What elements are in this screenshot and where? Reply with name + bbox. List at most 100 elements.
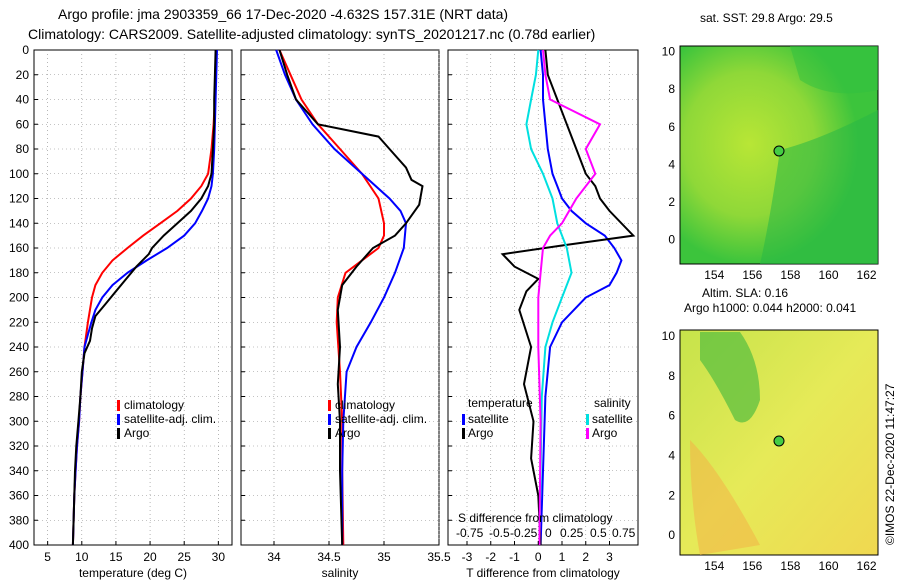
x-tick-label: 10 — [75, 550, 89, 564]
x-tick-label: 30 — [212, 550, 226, 564]
x-tick-label: 35 — [377, 550, 391, 564]
sla-map-axes: 154 156 158 160 162 10 8 6 4 2 0 — [662, 329, 877, 573]
x-tick-label: 34.5 — [317, 550, 341, 564]
profile-title: Argo profile: jma 2903359_66 17-Dec-2020… — [58, 6, 509, 22]
series-line-argo — [71, 49, 217, 546]
map-x-tick-label: 154 — [704, 559, 724, 573]
map-y-tick-label: 2 — [668, 488, 675, 502]
salinity-difference-axis-label: S difference from climatology — [458, 511, 613, 525]
sal-diff-tick-7: 0.75 — [612, 526, 636, 540]
depth-tick-label: 200 — [9, 291, 29, 305]
depth-axis: 0 20 40 60 80 100 120 140 160 180 200 220 240 260 280 3… — [9, 43, 29, 552]
sal-diff-tick-6: 0.5 — [590, 526, 607, 540]
map-x-tick-label: 160 — [818, 559, 838, 573]
x-tick-label: 15 — [109, 550, 123, 564]
map-y-tick-label: 6 — [668, 120, 675, 134]
depth-tick-label: 160 — [9, 241, 29, 255]
map-y-tick-label: 4 — [668, 157, 675, 171]
x-tick-label: 5 — [44, 550, 51, 564]
x-tick-label: 2 — [582, 550, 589, 564]
x-tick-label: 0 — [535, 550, 542, 564]
legend-sat-label: satellite-adj. clim. — [124, 412, 216, 426]
sal-diff-tick-1: -0.75 — [456, 526, 484, 540]
x-tick-label: 1 — [559, 550, 566, 564]
sal-legend-argo-label: Argo — [335, 426, 361, 440]
difference-legend: temperature satellite Argo salinity sate… — [456, 396, 636, 540]
sst-map: sat. SST: 29.8 Argo: 29.5 154 156 158 160 16… — [662, 11, 879, 282]
map-y-tick-label: 2 — [668, 195, 675, 209]
depth-tick-label: 300 — [9, 414, 29, 428]
diff-argo-label: Argo — [468, 426, 494, 440]
sal-legend-clim-swatch — [328, 400, 331, 411]
diff-temp-title: temperature — [468, 396, 533, 410]
sst-cool-region — [760, 110, 878, 264]
depth-tick-label: 220 — [9, 315, 29, 329]
depth-tick-label: 280 — [9, 390, 29, 404]
depth-tick-label: 380 — [9, 513, 29, 527]
sla-low-region — [700, 332, 760, 423]
temperature-panel: 5 10 15 20 25 30 temperature (deg C) — [34, 49, 232, 580]
map-y-tick-label: 8 — [668, 82, 675, 96]
depth-tick-label: 180 — [9, 266, 29, 280]
map-x-tick-label: 158 — [780, 268, 800, 282]
salinity-legend: climatology satellite-adj. clim. Argo — [328, 398, 427, 440]
sal-legend-argo-swatch — [328, 428, 331, 439]
sal-legend-clim-label: climatology — [335, 398, 395, 412]
map-x-tick-label: 156 — [742, 559, 762, 573]
map-x-tick-label: 158 — [780, 559, 800, 573]
sst-cool-region-top — [790, 46, 878, 94]
map-x-tick-label: 162 — [857, 268, 877, 282]
depth-tick-label: 400 — [9, 538, 29, 552]
series-line-climatology — [278, 49, 385, 546]
series-line-argo-salinity- — [537, 49, 602, 546]
sal-diff-tick-3: -0.25 — [510, 526, 538, 540]
sla-map-title-1: Altim. SLA: 0.16 — [702, 286, 788, 300]
depth-tick-label: 100 — [9, 167, 29, 181]
sla-map: Altim. SLA: 0.16 Argo h1000: 0.044 h2000… — [662, 286, 879, 573]
sla-map-title-2: Argo h1000: 0.044 h2000: 0.041 — [684, 301, 856, 315]
sal-diff-tick-5: 0.25 — [560, 526, 584, 540]
diff-sal-argo-label: Argo — [592, 426, 618, 440]
difference-panel: -3 -2 -1 0 1 2 3T difference from climatology — [448, 49, 638, 580]
x-tick-label: -1 — [509, 550, 520, 564]
sal-legend-sat-swatch — [328, 414, 331, 425]
depth-tick-label: 360 — [9, 489, 29, 503]
diff-argo-swatch — [462, 428, 465, 439]
depth-tick-label: 320 — [9, 439, 29, 453]
legend-sat-swatch — [117, 414, 120, 425]
imos-credit: ©IMOS 22-Dec-2020 11:47:27 — [883, 383, 897, 545]
x-tick-label: 25 — [178, 550, 192, 564]
x-axis-label: T difference from climatology — [466, 566, 620, 580]
map-x-tick-label: 160 — [818, 268, 838, 282]
depth-tick-label: 120 — [9, 192, 29, 206]
map-x-tick-label: 156 — [742, 268, 762, 282]
map-y-tick-label: 8 — [668, 369, 675, 383]
legend-clim-label: climatology — [124, 398, 184, 412]
diff-sal-sat-label: satellite — [592, 412, 633, 426]
map-x-tick-label: 162 — [857, 559, 877, 573]
map-y-tick-label: 10 — [662, 45, 676, 59]
series-line-argo-temperature- — [500, 49, 636, 546]
sal-diff-tick-2: -0.5 — [489, 526, 510, 540]
x-axis-label: salinity — [322, 566, 359, 580]
series-line-argo — [278, 49, 424, 546]
map-y-tick-label: 4 — [668, 448, 675, 462]
diff-sat-label: satellite — [468, 412, 509, 426]
sst-map-axes: 154 156 158 160 162 10 8 6 4 2 0 — [662, 45, 877, 282]
depth-tick-label: 0 — [22, 43, 29, 57]
map-y-tick-label: 10 — [662, 329, 676, 343]
x-tick-label: 3 — [606, 550, 613, 564]
depth-tick-label: 340 — [9, 464, 29, 478]
depth-tick-label: 60 — [16, 117, 30, 131]
salinity-panel: 34 34.5 35 35.5 salinity — [241, 49, 451, 580]
series-line-satellite-adj-clim- — [275, 49, 408, 545]
argo-marker-sst — [773, 145, 785, 157]
sal-diff-tick-4: 0 — [545, 526, 552, 540]
depth-tick-label: 20 — [16, 68, 30, 82]
diff-sal-argo-swatch — [586, 428, 589, 439]
map-x-tick-label: 154 — [704, 268, 724, 282]
map-y-tick-label: 6 — [668, 409, 675, 423]
series-line-satellite-temperature- — [539, 49, 623, 546]
climatology-title: Climatology: CARS2009. Satellite-adjuste… — [28, 26, 596, 42]
